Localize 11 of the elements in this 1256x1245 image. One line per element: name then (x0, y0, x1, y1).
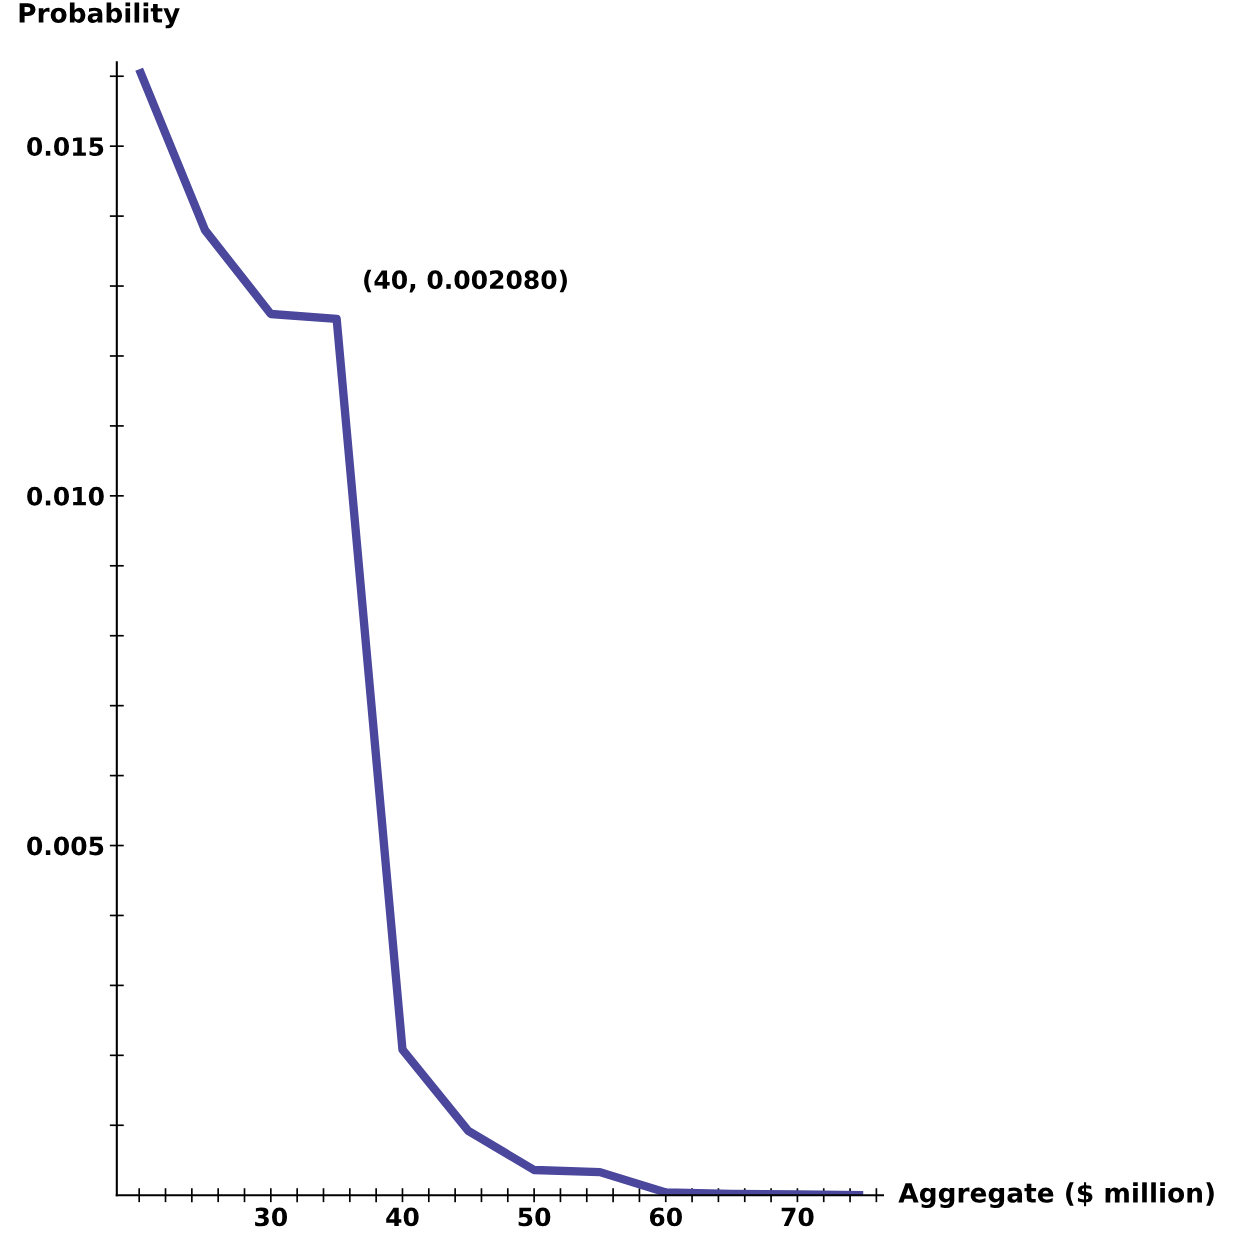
annotation: (40, 0.002080) (364, 269, 567, 293)
y-tick-label: 0.010 (27, 486, 104, 506)
x-tick-label: 30 (255, 1207, 288, 1227)
x-tick-label: 70 (781, 1207, 814, 1227)
x-tick-label: 50 (518, 1207, 551, 1227)
x-tick-label: 40 (386, 1207, 419, 1227)
y-axis-title: Probability (19, 2, 180, 29)
y-tick-label: 0.015 (27, 137, 104, 157)
x-axis-title: Aggregate ($ million) (898, 1182, 1214, 1209)
y-tick-label: 0.005 (27, 836, 104, 856)
x-tick-label: 60 (649, 1207, 682, 1227)
